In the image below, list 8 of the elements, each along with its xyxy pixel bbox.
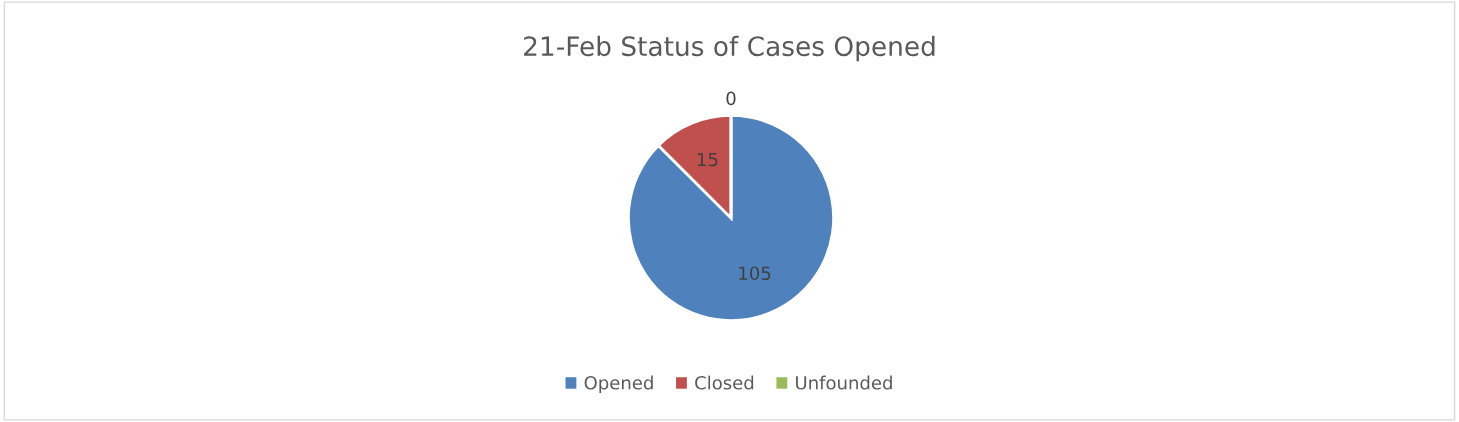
- legend-label: Opened: [584, 375, 653, 394]
- chart-title: 21-Feb Status of Cases Opened: [524, 35, 935, 62]
- data-label: 15: [697, 152, 718, 167]
- data-label: 105: [739, 266, 771, 281]
- text: 0: [726, 91, 736, 106]
- legend-label: Closed: [695, 375, 754, 390]
- pie-slice: [627, 114, 835, 322]
- legend-label: Unfounded: [796, 375, 892, 390]
